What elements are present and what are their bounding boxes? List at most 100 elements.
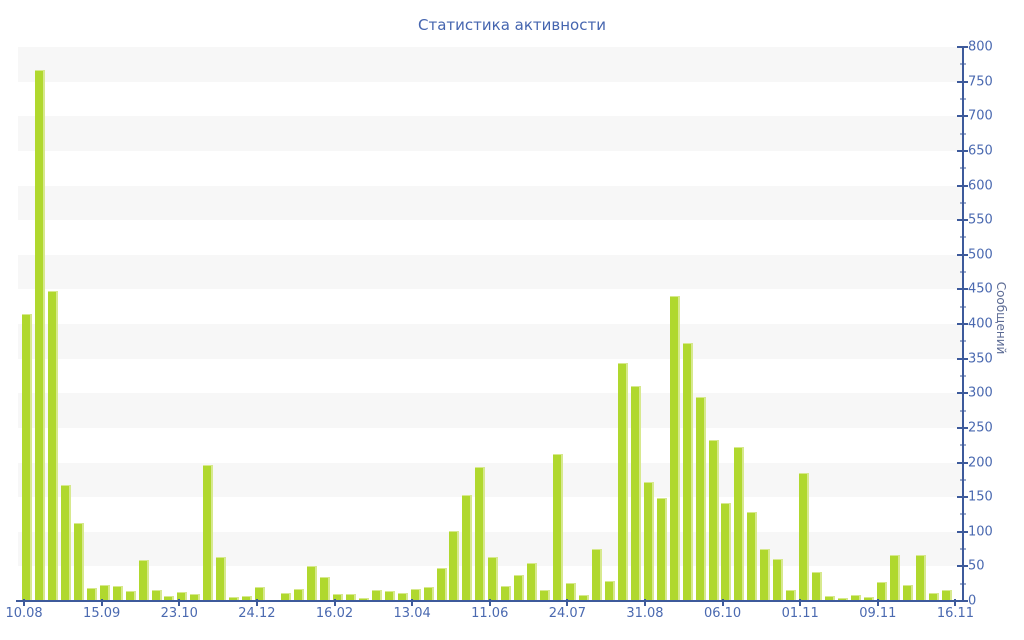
y-tick-label: 150: [968, 489, 993, 505]
y-major-tick: [957, 496, 968, 499]
bar: [617, 363, 628, 601]
y-tick-label: 0: [968, 593, 977, 609]
y-major-tick: [957, 46, 968, 48]
bar: [876, 581, 887, 601]
bar: [656, 497, 667, 601]
y-minor-tick: [960, 479, 966, 481]
y-minor-tick: [960, 98, 966, 100]
bar: [643, 481, 654, 601]
bar: [177, 592, 188, 601]
bar: [501, 585, 512, 601]
x-tick: [799, 599, 802, 606]
y-axis-title: Сообщений: [994, 281, 1008, 355]
bar: [928, 593, 939, 601]
grid-band: [18, 47, 963, 82]
bar: [229, 596, 240, 601]
y-major-tick: [957, 219, 968, 222]
bar: [760, 549, 771, 601]
y-major-tick: [957, 288, 968, 291]
bar: [708, 439, 719, 601]
bar: [838, 597, 849, 601]
y-major-tick: [957, 323, 968, 325]
bar: [216, 556, 227, 601]
bar: [164, 596, 175, 601]
bar: [203, 464, 214, 601]
x-tick-label: 11.06: [471, 606, 509, 621]
bar: [423, 587, 434, 601]
bar: [242, 596, 253, 601]
bar: [47, 290, 58, 601]
y-tick-label: 650: [968, 143, 993, 159]
bar: [851, 594, 861, 601]
bar: [773, 559, 784, 601]
bar: [682, 343, 693, 601]
x-tick-label: 23.10: [160, 606, 198, 621]
x-tick-label: 31.08: [626, 606, 664, 621]
bar: [488, 557, 499, 601]
bar: [630, 386, 641, 601]
bar: [410, 589, 421, 601]
y-minor-tick: [960, 133, 966, 135]
bar: [591, 549, 602, 601]
y-axis-ticks: [957, 46, 969, 602]
y-minor-tick: [960, 444, 966, 446]
y-minor-tick: [960, 167, 966, 169]
x-tick-label: 15.09: [83, 606, 121, 621]
y-major-tick: [957, 80, 968, 83]
bar: [825, 596, 836, 601]
bars-container: [18, 47, 963, 601]
bar: [306, 565, 317, 601]
y-minor-tick: [960, 375, 966, 377]
x-tick: [643, 599, 646, 606]
y-tick-label: 800: [968, 39, 993, 55]
grid-band: [18, 324, 963, 359]
x-tick-label: 09.11: [859, 606, 897, 621]
bar: [371, 589, 382, 601]
x-tick-label: 13.04: [393, 606, 431, 621]
bar: [60, 484, 71, 601]
bar: [475, 467, 486, 601]
bar: [799, 472, 810, 601]
x-tick: [721, 599, 724, 606]
y-minor-tick: [960, 513, 966, 515]
bar: [604, 580, 615, 601]
bar: [566, 583, 577, 601]
y-minor-tick: [960, 202, 966, 204]
grid-band: [18, 254, 963, 290]
y-minor-tick: [960, 410, 966, 412]
y-minor-tick: [960, 271, 966, 273]
y-minor-tick: [960, 236, 966, 238]
x-tick-label: 16.11: [936, 606, 975, 621]
x-tick: [488, 599, 491, 606]
bar: [527, 562, 538, 601]
y-tick-label: 300: [968, 385, 993, 401]
bar: [889, 554, 900, 601]
x-tick-label: 24.12: [238, 606, 276, 621]
x-tick: [100, 599, 103, 606]
bar: [540, 589, 551, 601]
y-minor-tick: [960, 63, 966, 65]
x-tick: [954, 599, 957, 606]
bar: [695, 397, 706, 601]
y-tick-label: 600: [968, 178, 993, 193]
y-major-tick: [957, 357, 968, 360]
y-minor-tick: [960, 340, 966, 342]
bar: [734, 447, 745, 601]
chart-title: Статистика активности: [418, 16, 606, 34]
bar: [462, 495, 473, 601]
bar: [345, 594, 356, 601]
bar: [151, 589, 162, 601]
bar: [449, 531, 460, 601]
x-tick: [411, 599, 414, 606]
x-tick-label: 06.10: [703, 606, 742, 621]
y-tick-label: 100: [968, 524, 993, 540]
y-major-tick: [957, 253, 968, 256]
bar: [255, 587, 266, 601]
x-tick-label: 10.08: [5, 606, 43, 621]
bar: [863, 596, 874, 601]
bar: [915, 555, 926, 601]
y-major-tick: [957, 426, 968, 429]
bar: [553, 453, 564, 601]
bar: [902, 585, 913, 601]
